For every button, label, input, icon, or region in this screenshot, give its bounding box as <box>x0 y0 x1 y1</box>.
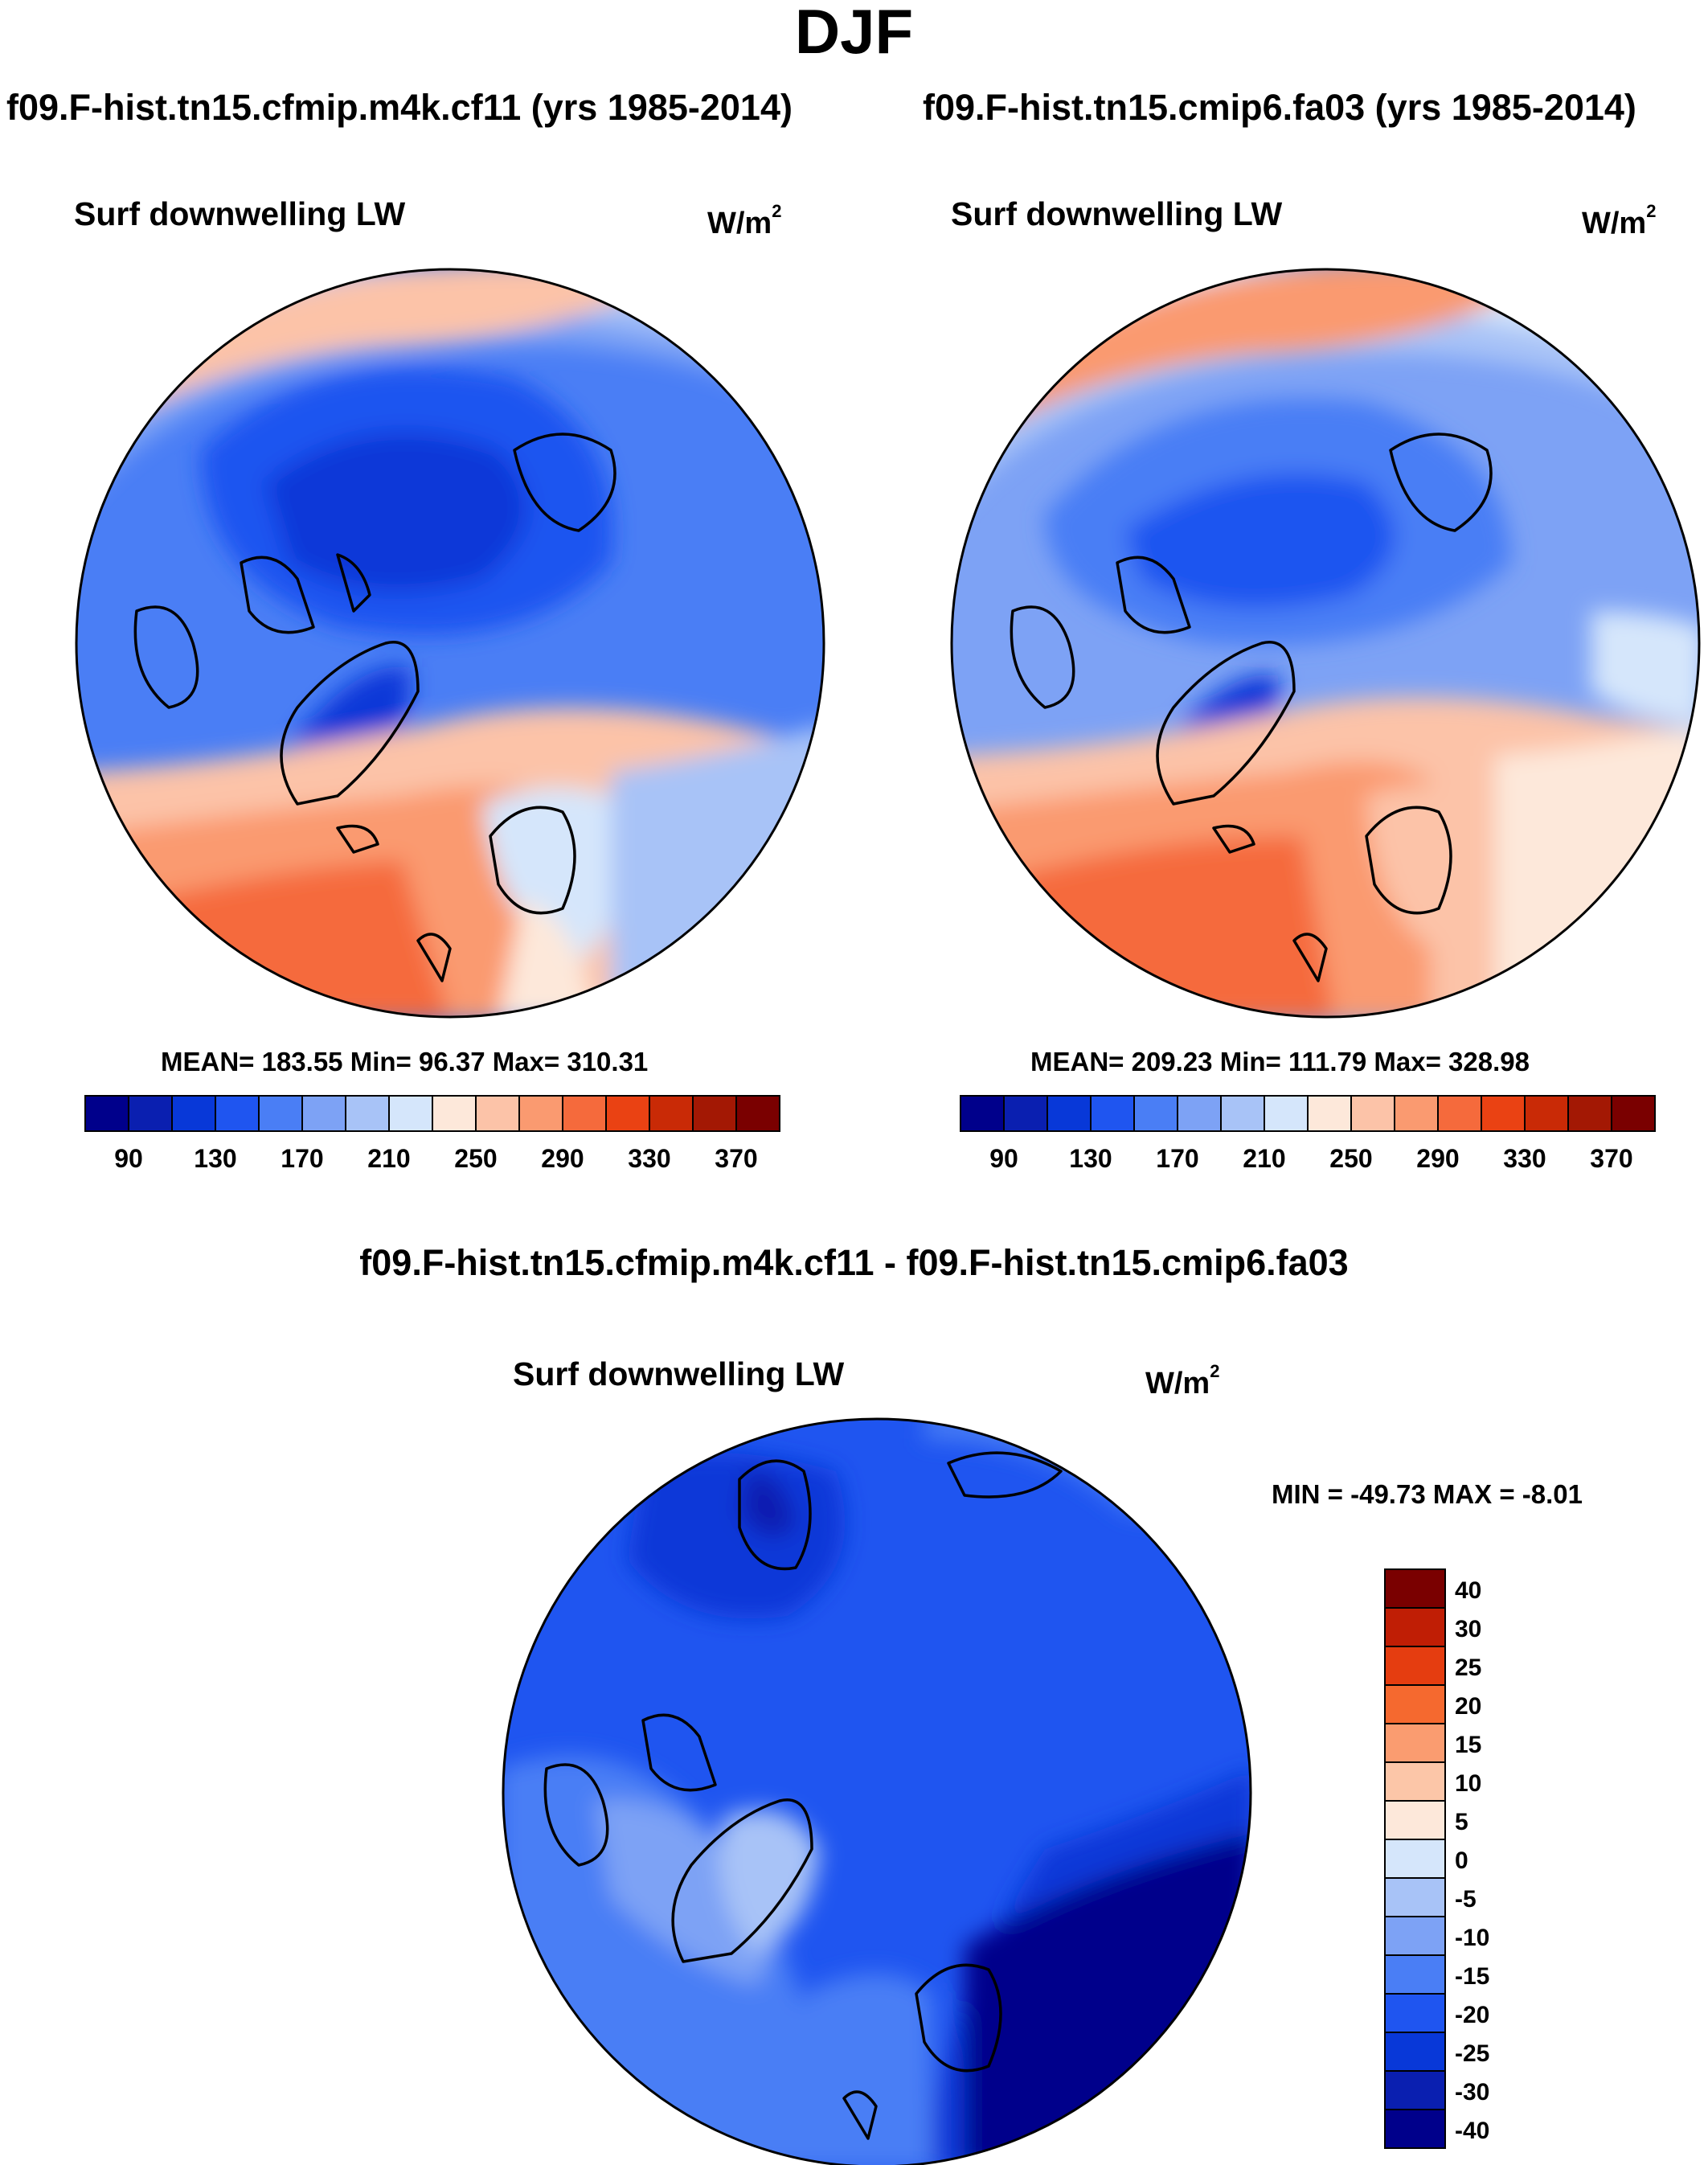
right-map-border <box>950 268 1701 1019</box>
colorbar-cell <box>562 1095 607 1132</box>
right-stats: MEAN= 209.23 Min= 111.79 Max= 328.98 <box>1030 1047 1530 1076</box>
colorbar-cell <box>1177 1095 1222 1132</box>
colorbar-cell <box>1384 1877 1446 1917</box>
colorbar-cell <box>1384 1839 1446 1879</box>
colorbar-tick-label: 210 <box>367 1144 411 1173</box>
colorbar-cell <box>1384 1954 1446 1995</box>
colorbar-tick-label: 20 <box>1455 1693 1482 1720</box>
left-units-label: W/m2 <box>707 201 782 240</box>
colorbar-cell <box>649 1095 694 1132</box>
colorbar-cell <box>1384 1800 1446 1840</box>
colorbar-cell <box>1384 1607 1446 1647</box>
colorbar-cell <box>1350 1095 1395 1132</box>
colorbar-cell <box>215 1095 260 1132</box>
colorbar-tick-label: 250 <box>1329 1144 1373 1173</box>
colorbar-cell <box>1437 1095 1482 1132</box>
colorbar-cell <box>475 1095 520 1132</box>
colorbar-tick-label: 290 <box>1416 1144 1460 1173</box>
colorbar-tick-label: 90 <box>989 1144 1018 1173</box>
colorbar-cell <box>1384 1916 1446 1956</box>
colorbar-tick-label: 40 <box>1455 1577 1482 1604</box>
colorbar-tick-label: 370 <box>715 1144 758 1173</box>
colorbar-cell <box>1567 1095 1612 1132</box>
colorbar-tick-label: 370 <box>1590 1144 1633 1173</box>
left-map-border <box>75 268 825 1019</box>
colorbar-tick-label: 170 <box>1156 1144 1199 1173</box>
difference-colorbar <box>1384 1568 1446 2149</box>
colorbar-tick-label: 0 <box>1455 1847 1468 1874</box>
right-units-label: W/m2 <box>1582 201 1657 240</box>
colorbar-cell <box>128 1095 173 1132</box>
diff-units-label: W/m2 <box>1145 1361 1220 1400</box>
colorbar-cell <box>735 1095 780 1132</box>
colorbar-tick-label: 90 <box>114 1144 143 1173</box>
right-variable-label: Surf downwelling LW <box>951 195 1283 232</box>
colorbar-cell <box>1003 1095 1048 1132</box>
colorbar-cell <box>1481 1095 1526 1132</box>
colorbar-tick-label: 290 <box>541 1144 584 1173</box>
colorbar-tick-label: -10 <box>1455 1925 1490 1951</box>
colorbar-cell <box>1384 2070 1446 2110</box>
colorbar-tick-label: 170 <box>281 1144 324 1173</box>
colorbar-cell <box>345 1095 390 1132</box>
colorbar-tick-label: -15 <box>1455 1963 1490 1990</box>
colorbar-tick-label: 330 <box>628 1144 671 1173</box>
colorbar-cell <box>1264 1095 1309 1132</box>
colorbar-cell <box>960 1095 1005 1132</box>
diff-stats: MIN = -49.73 MAX = -8.01 <box>1272 1479 1583 1509</box>
colorbar-cell <box>1384 1993 1446 2033</box>
colorbar-tick-label: 130 <box>1069 1144 1112 1173</box>
colorbar-cell <box>1611 1095 1656 1132</box>
colorbar-cell <box>1394 1095 1439 1132</box>
colorbar-cell <box>84 1095 129 1132</box>
colorbar-tick-label: 15 <box>1455 1732 1482 1758</box>
colorbar-cell <box>1047 1095 1092 1132</box>
colorbar-cell <box>1384 1723 1446 1763</box>
right-case-title: f09.F-hist.tn15.cmip6.fa03 (yrs 1985-201… <box>923 87 1636 128</box>
colorbar-cell <box>171 1095 216 1132</box>
colorbar-cell <box>1384 1568 1446 1609</box>
colorbar-tick-label: -20 <box>1455 2002 1490 2028</box>
difference-title: f09.F-hist.tn15.cfmip.m4k.cf11 - f09.F-h… <box>359 1242 1349 1283</box>
colorbar-tick-label: -40 <box>1455 2118 1490 2144</box>
colorbar-tick-label: -25 <box>1455 2040 1490 2067</box>
colorbar-cell <box>1090 1095 1135 1132</box>
colorbar-tick-label: -30 <box>1455 2079 1490 2106</box>
colorbar-cell <box>1384 1761 1446 1802</box>
colorbar-cell <box>432 1095 477 1132</box>
colorbar-cell <box>1384 1646 1446 1686</box>
colorbar-cell <box>1524 1095 1569 1132</box>
colorbar-cell <box>1133 1095 1178 1132</box>
left-case-title: f09.F-hist.tn15.cfmip.m4k.cf11 (yrs 1985… <box>6 87 793 128</box>
colorbar-tick-label: 330 <box>1503 1144 1546 1173</box>
colorbar-tick-label: 25 <box>1455 1655 1482 1681</box>
left-colorbar <box>84 1095 780 1132</box>
colorbar-cell <box>388 1095 433 1132</box>
colorbar-tick-label: 210 <box>1243 1144 1286 1173</box>
diff-variable-label: Surf downwelling LW <box>513 1355 845 1392</box>
colorbar-tick-label: 130 <box>194 1144 237 1173</box>
colorbar-cell <box>1384 2109 1446 2149</box>
figure-title: DJF <box>794 0 914 67</box>
colorbar-cell <box>1384 1684 1446 1724</box>
colorbar-cell <box>1220 1095 1265 1132</box>
colorbar-cell <box>605 1095 650 1132</box>
left-stats: MEAN= 183.55 Min= 96.37 Max= 310.31 <box>161 1047 649 1076</box>
colorbar-tick-label: 250 <box>454 1144 498 1173</box>
colorbar-cell <box>1307 1095 1352 1132</box>
difference-map-border <box>502 1417 1252 2165</box>
colorbar-cell <box>258 1095 303 1132</box>
colorbar-cell <box>301 1095 346 1132</box>
colorbar-cell <box>692 1095 737 1132</box>
colorbar-cell <box>1384 2032 1446 2072</box>
left-variable-label: Surf downwelling LW <box>74 195 406 232</box>
colorbar-tick-label: 5 <box>1455 1809 1468 1835</box>
colorbar-tick-label: 10 <box>1455 1770 1482 1797</box>
right-colorbar <box>960 1095 1656 1132</box>
colorbar-tick-label: -5 <box>1455 1886 1477 1913</box>
colorbar-tick-label: 30 <box>1455 1616 1482 1642</box>
colorbar-cell <box>518 1095 563 1132</box>
